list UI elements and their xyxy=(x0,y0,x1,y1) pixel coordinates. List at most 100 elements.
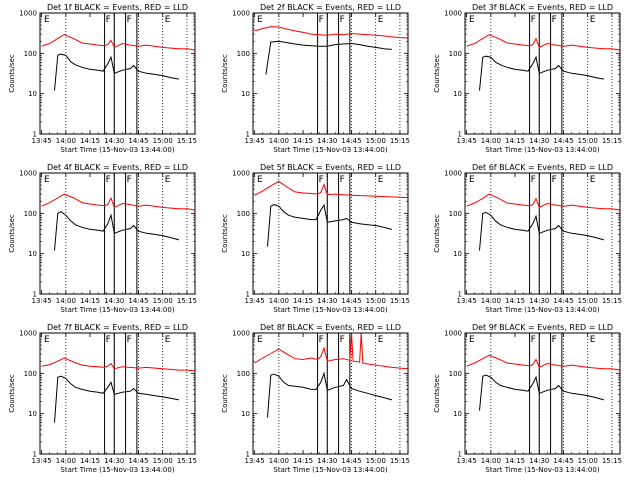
x-tick-label: 14:30 xyxy=(104,457,124,465)
x-tick-label: 14:30 xyxy=(529,457,549,465)
x-tick-label: 14:45 xyxy=(128,297,148,305)
flag-letter: E xyxy=(165,175,171,185)
plot-frame xyxy=(252,12,409,135)
x-tick-label: 13:45 xyxy=(32,297,52,305)
y-tick-label: 10 xyxy=(453,410,462,418)
x-tick-label: 13:45 xyxy=(457,297,477,305)
panel-title: Det 3f BLACK = Events, RED = LLD xyxy=(472,3,613,12)
x-tick-label: 15:15 xyxy=(177,137,197,145)
panel-det-1: Det 1f BLACK = Events, RED = LLD Counts/s… xyxy=(8,3,197,154)
y-tick-label: 10 xyxy=(453,90,462,98)
y-tick-label: 100 xyxy=(24,370,37,378)
x-tick-label: 14:00 xyxy=(56,297,76,305)
x-tick-label: 14:00 xyxy=(269,137,289,145)
x-tick-label: 15:00 xyxy=(366,297,386,305)
x-tick-label: 15:00 xyxy=(153,137,173,145)
y-tick-label: 1 xyxy=(33,291,37,299)
flag-letter: E xyxy=(44,335,50,345)
events-series-line xyxy=(54,211,180,251)
x-axis-label: Start Time (15-Nov-03 13:44:00) xyxy=(273,306,387,314)
panel-title: Det 4f BLACK = Events, RED = LLD xyxy=(47,163,188,172)
x-tick-label: 14:00 xyxy=(481,457,501,465)
lld-series-line xyxy=(254,180,409,199)
x-tick-label: 15:15 xyxy=(602,457,622,465)
plot-frame xyxy=(39,12,196,135)
x-tick-label: 14:15 xyxy=(293,137,313,145)
x-tick-label: 14:30 xyxy=(529,137,549,145)
plot-frame xyxy=(39,172,196,295)
panel-det-7: Det 7f BLACK = Events, RED = LLD Counts/s… xyxy=(8,323,197,474)
x-tick-label: 14:45 xyxy=(341,137,361,145)
x-tick-label: 14:15 xyxy=(80,297,100,305)
events-series-line xyxy=(479,211,605,251)
panel-det-9: Det 9f BLACK = Events, RED = LLD Counts/s… xyxy=(433,323,622,474)
panel-title: Det 7f BLACK = Events, RED = LLD xyxy=(47,323,188,332)
y-tick-label: 1000 xyxy=(232,330,250,338)
x-axis-label: Start Time (15-Nov-03 13:44:00) xyxy=(485,466,599,474)
x-tick-label: 14:15 xyxy=(293,457,313,465)
y-tick-label: 100 xyxy=(237,370,250,378)
x-tick-label: 14:45 xyxy=(341,457,361,465)
x-tick-label: 15:00 xyxy=(153,297,173,305)
panel-det-3: Det 3f BLACK = Events, RED = LLD Counts/s… xyxy=(433,3,622,154)
y-axis-label: Counts/sec xyxy=(221,214,229,253)
y-tick-label: 100 xyxy=(449,210,462,218)
y-tick-label: 10 xyxy=(241,250,250,258)
flag-letter: F xyxy=(106,335,111,345)
y-tick-label: 10 xyxy=(241,410,250,418)
x-tick-label: 14:45 xyxy=(128,457,148,465)
y-tick-label: 1 xyxy=(246,291,250,299)
x-tick-label: 13:45 xyxy=(457,457,477,465)
events-series-line xyxy=(479,374,605,411)
flag-letter: E xyxy=(257,335,263,345)
lld-series-line xyxy=(254,26,409,39)
x-tick-label: 14:00 xyxy=(481,137,501,145)
flag-letter: F xyxy=(340,175,345,185)
x-tick-label: 14:30 xyxy=(529,297,549,305)
y-axis-label: Counts/sec xyxy=(8,214,16,253)
flag-letter: F xyxy=(340,15,345,25)
x-tick-label: 15:15 xyxy=(390,137,410,145)
x-tick-label: 14:30 xyxy=(104,297,124,305)
x-tick-label: 13:45 xyxy=(457,137,477,145)
x-tick-label: 15:00 xyxy=(366,137,386,145)
x-tick-label: 13:45 xyxy=(245,297,265,305)
events-series-line xyxy=(479,55,604,91)
x-tick-label: 15:15 xyxy=(602,137,622,145)
x-tick-label: 14:00 xyxy=(56,137,76,145)
flag-letter: E xyxy=(469,175,475,185)
y-tick-label: 10 xyxy=(241,90,250,98)
x-tick-label: 15:15 xyxy=(177,297,197,305)
plot-frame xyxy=(464,332,621,455)
x-tick-label: 13:45 xyxy=(32,137,52,145)
y-tick-label: 100 xyxy=(24,210,37,218)
flag-letter: E xyxy=(44,15,50,25)
flag-letter: F xyxy=(127,335,132,345)
x-tick-label: 13:45 xyxy=(32,457,52,465)
flag-letter: E xyxy=(378,175,384,185)
flag-letter: E xyxy=(590,15,596,25)
x-tick-label: 14:15 xyxy=(505,457,525,465)
plot-frame xyxy=(252,172,409,295)
x-tick-label: 15:00 xyxy=(578,457,598,465)
x-tick-label: 14:00 xyxy=(269,297,289,305)
y-tick-label: 10 xyxy=(28,410,37,418)
y-tick-label: 1000 xyxy=(444,10,462,18)
panel-title: Det 6f BLACK = Events, RED = LLD xyxy=(472,163,613,172)
flag-letter: F xyxy=(552,335,557,345)
x-tick-label: 15:00 xyxy=(578,297,598,305)
y-tick-label: 100 xyxy=(237,210,250,218)
x-tick-label: 13:45 xyxy=(245,457,265,465)
flag-letter: F xyxy=(319,335,324,345)
flag-letter: E xyxy=(378,15,384,25)
y-tick-label: 10 xyxy=(28,90,37,98)
y-tick-label: 1 xyxy=(246,131,250,139)
events-series-line xyxy=(265,40,392,75)
plot-frame xyxy=(252,332,409,455)
x-tick-label: 14:30 xyxy=(104,137,124,145)
y-tick-label: 1 xyxy=(458,451,462,459)
flag-letter: F xyxy=(552,15,557,25)
y-axis-label: Counts/sec xyxy=(8,374,16,413)
flag-letter: F xyxy=(319,15,324,25)
x-tick-label: 14:15 xyxy=(505,137,525,145)
